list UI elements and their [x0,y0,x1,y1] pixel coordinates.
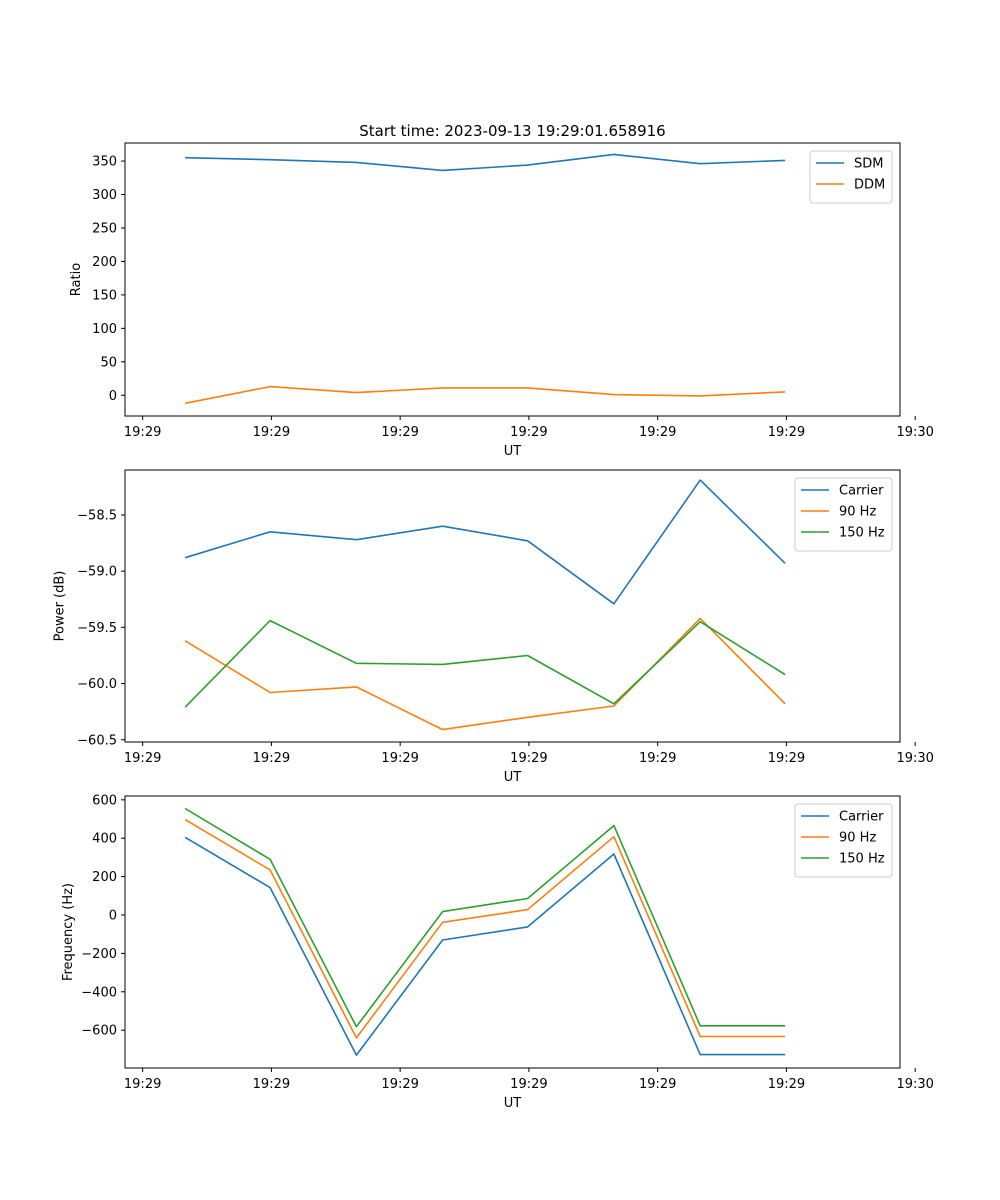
chart-panel-2: 19:29 19:29 19:29 19:29 19:29 19:29 19:30 −60.5… [53,469,934,785]
legend-label: 150 Hz [839,526,885,541]
y-axis-label: Ratio [69,263,84,296]
series-line-sdm [185,153,786,172]
plot-frame [124,795,901,1069]
x-tick-label: 19:29 [381,1077,418,1092]
legend-label: Carrier [839,810,884,825]
y-tick-label: −59.5 [77,621,117,636]
chart-panel-3: 19:29 19:29 19:29 19:29 19:29 19:29 19:30 −600 −… [61,793,934,1111]
x-tick-label: 19:29 [253,751,290,766]
series-line-150-hz [184,619,786,708]
y-tick-label: 50 [100,355,117,370]
series-line-ddm [184,385,786,405]
legend-box [809,150,893,204]
legend-label: Carrier [839,484,884,499]
y-tick-label: −400 [81,985,117,1000]
y-tick-label: 250 [92,221,117,236]
legend-label: 90 Hz [839,831,876,846]
plot-frame [124,469,901,743]
y-tick-label: 150 [92,288,117,303]
x-tick-label: 19:29 [124,425,161,440]
y-tick-label: −60.0 [77,677,117,692]
y-tick-label: 400 [92,832,117,847]
legend: Carrier 90 Hz 150 Hz [794,477,893,552]
series-line-carrier [184,836,786,1056]
plot-frame [124,142,901,417]
y-tick-label: 0 [109,909,117,924]
x-tick-label: 19:29 [381,425,418,440]
x-tick-label: 19:30 [896,425,933,440]
x-tick-label: 19:29 [768,425,805,440]
y-tick-label: −60.5 [77,733,117,748]
x-tick-label: 19:29 [768,751,805,766]
x-tick-label: 19:29 [253,425,290,440]
series-line-carrier [184,479,786,605]
x-tick-label: 19:29 [510,751,547,766]
legend-label: SDM [854,157,883,172]
chart-title: Start time: 2023-09-13 19:29:01.658916 [359,122,665,140]
y-tick-label: 350 [92,155,117,170]
series-line-150-hz [184,807,786,1028]
x-tick-label: 19:29 [639,425,676,440]
x-tick-label: 19:30 [896,751,933,766]
series-line-90-hz [184,818,786,1039]
series-line-90-hz [184,617,786,731]
y-tick-label: −58.5 [77,508,117,523]
x-tick-label: 19:29 [381,751,418,766]
x-tick-label: 19:29 [124,751,161,766]
y-tick-label: −600 [81,1024,117,1039]
y-tick-label: −59.0 [77,565,117,580]
x-axis-label: UT [504,444,522,459]
x-axis-label: UT [504,1096,522,1111]
x-tick-label: 19:29 [510,1077,547,1092]
y-axis-label: Power (dB) [53,571,68,642]
y-tick-label: 200 [92,255,117,270]
legend: SDM DDM [809,150,893,204]
x-tick-label: 19:29 [510,425,547,440]
x-tick-label: 19:29 [124,1077,161,1092]
legend-label: 90 Hz [839,505,876,520]
legend: Carrier 90 Hz 150 Hz [794,803,893,878]
x-tick-label: 19:29 [768,1077,805,1092]
y-tick-label: 100 [92,322,117,337]
legend-label: 150 Hz [839,852,885,867]
x-axis-label: UT [504,770,522,785]
y-tick-label: −200 [81,947,117,962]
y-tick-label: 300 [92,188,117,203]
y-tick-label: 0 [109,389,117,404]
y-tick-label: 200 [92,870,117,885]
x-tick-label: 19:29 [639,751,676,766]
x-tick-label: 19:30 [896,1077,933,1092]
y-axis-label: Frequency (Hz) [61,883,76,981]
x-tick-label: 19:29 [639,1077,676,1092]
legend-label: DDM [854,178,885,193]
chart-panel-1: Start time: 2023-09-13 19:29:01.658916 19… [69,122,934,459]
y-tick-label: 600 [92,793,117,808]
x-tick-label: 19:29 [253,1077,290,1092]
